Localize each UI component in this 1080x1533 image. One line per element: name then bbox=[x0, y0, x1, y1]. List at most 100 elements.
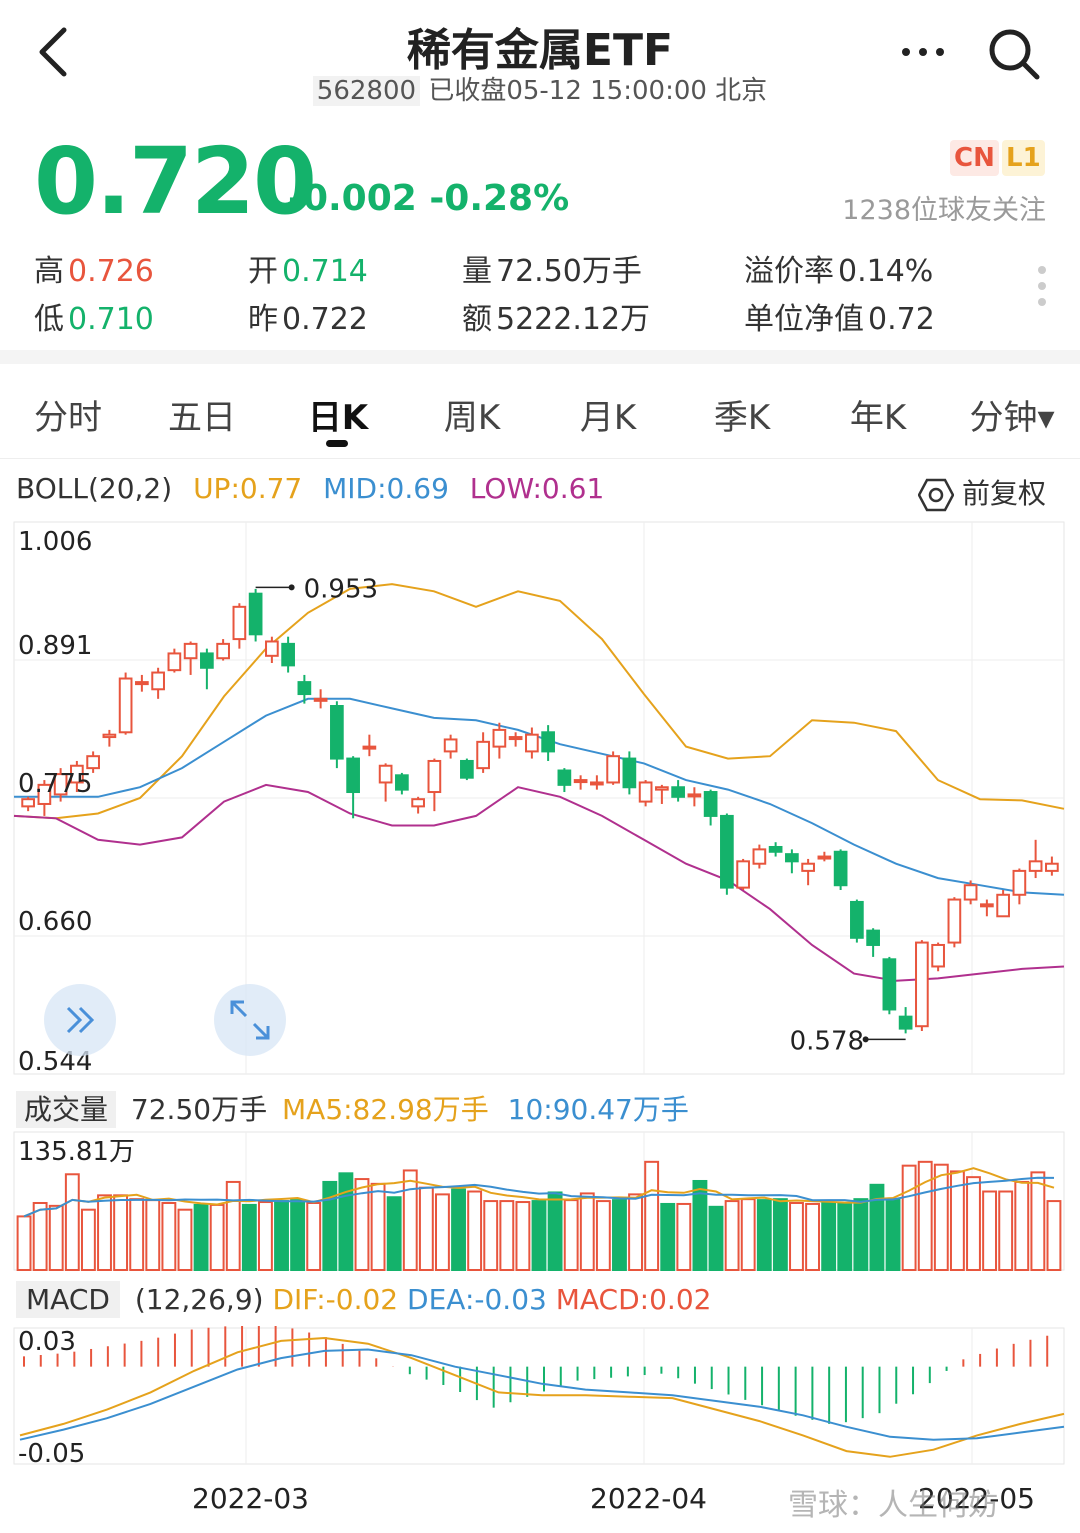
candle-body bbox=[655, 786, 669, 791]
price-change: -0.002 -0.28% bbox=[288, 178, 570, 219]
candle-body bbox=[638, 781, 653, 803]
volume-bar bbox=[1014, 1180, 1030, 1271]
candle-body bbox=[573, 779, 588, 784]
fullscreen-button[interactable] bbox=[214, 984, 286, 1056]
volume-bar bbox=[177, 1208, 193, 1271]
candle-body bbox=[590, 781, 604, 786]
candle-body bbox=[557, 769, 572, 786]
active-tab-indicator bbox=[326, 440, 348, 447]
volume-bar bbox=[772, 1198, 788, 1271]
volume-bar bbox=[48, 1204, 64, 1271]
section-divider bbox=[0, 350, 1080, 364]
volume-bar bbox=[483, 1200, 499, 1271]
candle-body bbox=[508, 736, 523, 741]
candle-body bbox=[443, 738, 458, 753]
volume-bar bbox=[193, 1203, 209, 1271]
candle-body bbox=[281, 642, 295, 667]
boll-legend[interactable]: BOLL(20,2) UP:0.77 MID:0.69 LOW:0.61 bbox=[16, 472, 616, 505]
candle-body bbox=[980, 903, 994, 908]
scroll-forward-button[interactable] bbox=[44, 984, 116, 1056]
volume-bar bbox=[161, 1201, 177, 1271]
macd-label: MACD bbox=[16, 1281, 120, 1318]
boll-up-line bbox=[13, 583, 1065, 820]
candle-body bbox=[1028, 860, 1043, 872]
volume-bar bbox=[241, 1203, 257, 1271]
followers-count[interactable]: 1238位球友关注 bbox=[842, 195, 1046, 226]
stat-amount: 额 5222.12万 bbox=[462, 302, 651, 337]
x-label-2022-03: 2022-03 bbox=[192, 1482, 309, 1515]
tab-minute-dropdown[interactable]: 分钟▾ bbox=[969, 398, 1055, 438]
tab-monthly-k[interactable]: 月K bbox=[579, 398, 637, 438]
double-chevron-right-icon bbox=[66, 1006, 95, 1034]
macd-histogram bbox=[23, 1326, 1049, 1424]
current-price: 0.720 bbox=[34, 128, 317, 235]
volume-bar bbox=[32, 1201, 48, 1271]
macd-dif-line bbox=[19, 1336, 1065, 1458]
volume-bar bbox=[692, 1179, 708, 1271]
stat-low: 低 0.710 bbox=[34, 302, 154, 337]
more-options-icon[interactable] bbox=[898, 36, 948, 66]
volume-bar bbox=[837, 1202, 853, 1271]
candle-body bbox=[687, 793, 702, 798]
volume-bar bbox=[225, 1180, 241, 1271]
candle-body bbox=[720, 814, 734, 889]
back-arrow-icon[interactable] bbox=[30, 22, 80, 82]
price-axis-label: 0.660 bbox=[18, 907, 92, 937]
volume-bar bbox=[547, 1191, 563, 1271]
volume-bar bbox=[853, 1198, 869, 1271]
macd-frame bbox=[13, 1327, 1065, 1465]
tab-yearly-k[interactable]: 年K bbox=[849, 398, 907, 438]
candle-body bbox=[460, 759, 474, 779]
volume-bar bbox=[499, 1200, 515, 1271]
page-title: 稀有金属ETF bbox=[406, 25, 674, 76]
badge-l1[interactable]: L1 bbox=[1002, 140, 1045, 176]
tab-weekly-k[interactable]: 周K bbox=[443, 398, 501, 438]
candle-body bbox=[785, 853, 799, 863]
candle-body bbox=[1045, 862, 1059, 872]
candle-body bbox=[866, 929, 880, 946]
volume-bar bbox=[982, 1190, 998, 1271]
tab-divider bbox=[0, 458, 1080, 459]
volume-bar bbox=[933, 1163, 949, 1271]
candle-body bbox=[411, 798, 425, 808]
volume-bar bbox=[740, 1198, 756, 1271]
macd-axis-bottom: -0.05 bbox=[18, 1439, 85, 1466]
tab-intraday[interactable]: 分时 bbox=[34, 398, 102, 438]
macd-dea: DEA:-0.03 bbox=[407, 1283, 547, 1316]
candle-body bbox=[1012, 869, 1027, 896]
candle-body bbox=[882, 958, 897, 1011]
expand-stats-icon[interactable] bbox=[1034, 262, 1050, 312]
volume-bar bbox=[756, 1199, 772, 1271]
volume-bar bbox=[274, 1200, 289, 1271]
candle-body bbox=[947, 898, 962, 944]
boll-up-value: UP:0.77 bbox=[193, 472, 303, 505]
volume-bar bbox=[612, 1199, 627, 1271]
volume-bar bbox=[1030, 1171, 1046, 1272]
volume-bar bbox=[644, 1160, 660, 1271]
candle-body bbox=[492, 728, 507, 748]
tab-quarterly-k[interactable]: 季K bbox=[713, 398, 771, 438]
macd-legend[interactable]: MACD (12,26,9) DIF:-0.02 DEA:-0.03 MACD:… bbox=[16, 1281, 711, 1318]
expand-arrows-icon bbox=[230, 1000, 270, 1040]
extremes-annotations: 0.953 0.578 bbox=[255, 574, 906, 1056]
boll-name: BOLL(20,2) bbox=[16, 472, 173, 505]
tab-daily-k[interactable]: 日K bbox=[307, 398, 369, 438]
macd-chart[interactable]: 0.03 -0.05 bbox=[0, 1326, 1080, 1466]
volume-legend[interactable]: 成交量 72.50万手 MA5:82.98万手 10:90.47万手 bbox=[16, 1088, 689, 1128]
badge-cn[interactable]: CN bbox=[950, 140, 999, 176]
volume-bar bbox=[724, 1200, 740, 1271]
candle-body bbox=[525, 733, 539, 753]
min-dot bbox=[862, 1036, 869, 1043]
volume-bar bbox=[386, 1196, 402, 1271]
volume-bar bbox=[129, 1198, 145, 1271]
candle-body bbox=[21, 798, 35, 808]
adjust-toggle[interactable]: 前复权 bbox=[917, 472, 1046, 512]
search-icon[interactable] bbox=[986, 26, 1042, 82]
candle-body bbox=[200, 652, 214, 669]
volume-label: 成交量 bbox=[16, 1091, 117, 1128]
tab-five-day[interactable]: 五日 bbox=[168, 398, 236, 438]
volume-chart[interactable]: 135.81万 bbox=[0, 1130, 1080, 1272]
candle-body bbox=[362, 745, 377, 750]
volume-bar bbox=[515, 1201, 531, 1271]
